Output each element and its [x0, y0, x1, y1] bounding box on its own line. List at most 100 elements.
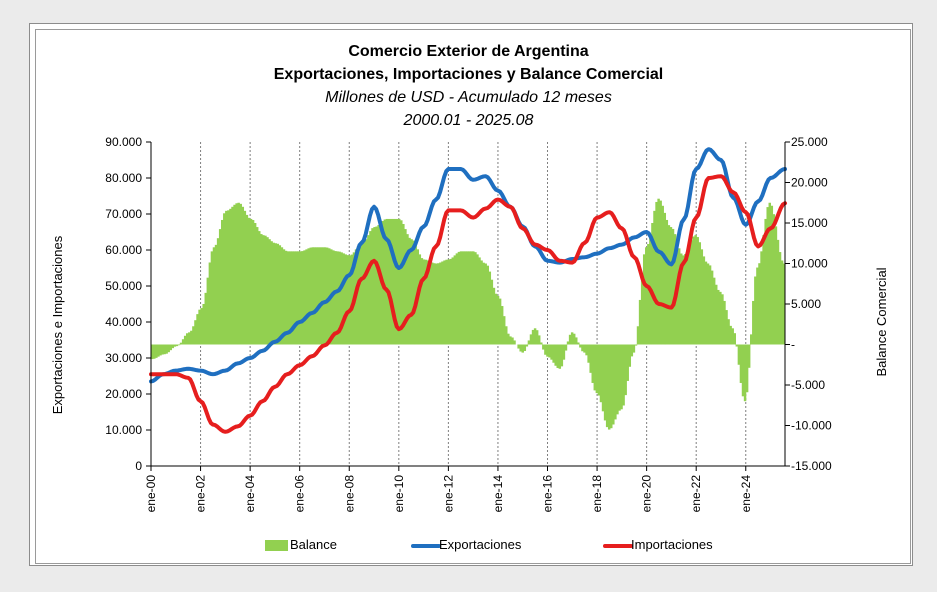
balance-bar: [377, 225, 380, 345]
balance-bar: [266, 237, 269, 345]
balance-bar: [340, 252, 343, 345]
balance-bar: [741, 344, 745, 397]
balance-bar: [527, 340, 531, 345]
balance-bar: [684, 254, 687, 345]
balance-bar: [519, 344, 522, 352]
balance-bar: [307, 248, 310, 345]
balance-bar: [210, 251, 214, 345]
y-left-tick-label: 20.000: [105, 387, 142, 401]
x-tick-label: ene-24: [739, 475, 753, 513]
balance-bar: [185, 333, 189, 345]
series-line-exportaciones: [149, 147, 787, 384]
balance-bar: [566, 341, 570, 345]
balance-bar: [155, 344, 158, 358]
balance-bar: [293, 251, 296, 345]
balance-bar: [223, 213, 226, 345]
x-tick-label: ene-06: [293, 475, 307, 513]
balance-bar: [735, 344, 739, 347]
balance-bar: [782, 263, 786, 345]
balance-bar: [173, 344, 177, 347]
y-left-tick-label: 80.000: [105, 171, 142, 185]
balance-bar: [175, 344, 179, 347]
legend-label-exportaciones: Exportaciones: [439, 537, 522, 552]
balance-bar: [408, 237, 411, 345]
balance-bar: [659, 200, 662, 345]
balance-bar: [319, 247, 323, 345]
balance-bar: [280, 247, 284, 345]
balance-bar: [661, 205, 664, 345]
balance-bar: [677, 248, 681, 345]
balance-bar: [581, 344, 584, 352]
balance-bar: [165, 344, 168, 354]
balance-bar: [552, 344, 555, 363]
balance-bar: [760, 251, 763, 345]
balance-bar: [239, 203, 242, 345]
balance-bar: [253, 223, 257, 345]
balance-bar: [426, 260, 430, 345]
balance-bar: [710, 270, 714, 345]
balance-bar: [754, 276, 757, 345]
balance-bar: [418, 254, 422, 345]
y-left-tick-label: 60.000: [105, 243, 142, 257]
balance-bar: [430, 262, 434, 345]
balance-bar: [278, 245, 282, 345]
y-axis-right-title: Balance Comercial: [874, 267, 889, 376]
y-right-tick-label: -15.000: [791, 459, 832, 473]
balance-bar: [496, 295, 500, 345]
balance-bar: [157, 344, 160, 357]
balance-bar: [451, 257, 454, 345]
balance-bar: [624, 344, 627, 396]
balance-bar: [198, 309, 201, 345]
y-left-tick-label: 30.000: [105, 351, 142, 365]
balance-bar: [235, 203, 238, 345]
balance-bar: [747, 344, 751, 368]
balance-bar: [284, 250, 288, 345]
balance-bar: [435, 263, 438, 345]
balance-bar: [723, 300, 726, 345]
balance-bar: [612, 344, 615, 425]
balance-bar: [414, 244, 417, 345]
balance-bar: [531, 329, 535, 345]
balance-bar: [570, 332, 574, 345]
legend-swatch-balance: [265, 540, 288, 551]
balance-bar: [511, 337, 514, 345]
balance-bar: [690, 240, 693, 345]
balance-bar: [181, 339, 185, 345]
balance-bar: [537, 335, 541, 345]
balance-bar: [480, 260, 483, 345]
balance-bar: [264, 235, 267, 345]
balance-bar: [225, 210, 228, 345]
balance-bar: [696, 237, 699, 345]
balance-bar: [332, 250, 335, 345]
balance-bar: [568, 334, 572, 345]
balance-bar: [400, 220, 403, 345]
balance-bar: [739, 344, 743, 383]
balance-bar: [472, 251, 475, 345]
balance-bar: [262, 235, 265, 345]
balance-bar: [402, 224, 405, 345]
balance-bar: [171, 344, 175, 349]
balance-bar: [406, 234, 409, 345]
balance-bar: [317, 247, 321, 345]
balance-bar: [595, 344, 599, 394]
balance-bar: [663, 212, 667, 345]
balance-bar: [305, 249, 308, 345]
balance-bar: [758, 263, 761, 345]
balance-bar: [459, 251, 463, 345]
balance-bar: [607, 344, 611, 430]
balance-bar: [626, 344, 629, 381]
legend-swatch-importaciones: [603, 544, 633, 548]
balance-bar: [622, 344, 625, 406]
balance-bar: [525, 344, 529, 347]
balance-bar: [583, 344, 586, 353]
axes: [146, 141, 790, 471]
balance-bar: [179, 342, 183, 345]
balance-bar: [286, 251, 290, 345]
balance-bar: [208, 262, 212, 345]
balance-bar: [653, 210, 656, 345]
balance-bar: [593, 344, 597, 391]
balance-bar: [768, 202, 771, 345]
balance-bar: [433, 263, 436, 345]
balance-bar: [204, 292, 207, 345]
chart-title: Comercio Exterior de Argentina: [348, 43, 589, 60]
